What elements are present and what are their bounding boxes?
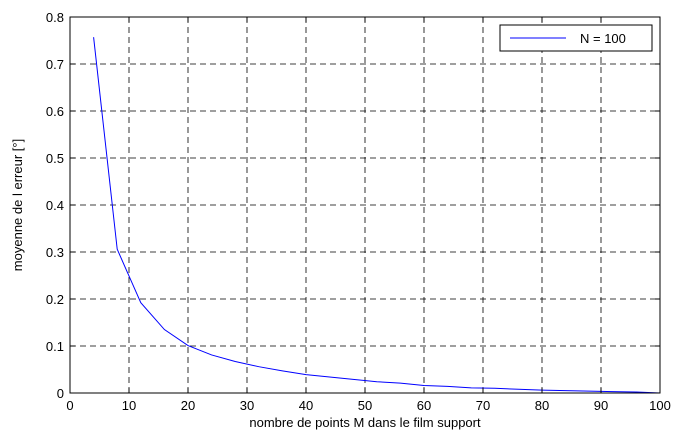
x-tick-label: 20: [181, 398, 195, 413]
y-tick-label: 0.6: [46, 104, 64, 119]
x-tick-labels: 0 10 20 30 40 50 60 70 80 90 100: [66, 398, 670, 413]
y-tick-label: 0.7: [46, 57, 64, 72]
x-tick-label: 50: [358, 398, 372, 413]
grid-lines: [70, 17, 660, 393]
y-tick-label: 0.1: [46, 339, 64, 354]
legend: N = 100: [499, 24, 653, 52]
x-tick-label: 80: [535, 398, 549, 413]
legend-label: N = 100: [580, 31, 626, 46]
y-tick-label: 0: [57, 386, 64, 401]
x-tick-label: 30: [240, 398, 254, 413]
x-tick-label: 60: [417, 398, 431, 413]
x-tick-label: 100: [649, 398, 671, 413]
x-axis-label: nombre de points M dans le film support: [249, 415, 481, 430]
y-tick-label: 0.5: [46, 151, 64, 166]
y-tick-labels: 0 0.1 0.2 0.3 0.4 0.5 0.6 0.7 0.8: [46, 10, 64, 401]
y-tick-label: 0.2: [46, 292, 64, 307]
x-tick-label: 70: [476, 398, 490, 413]
y-tick-label: 0.8: [46, 10, 64, 25]
y-axis-label: moyenne de l erreur [°]: [10, 139, 25, 271]
y-tick-label: 0.3: [46, 245, 64, 260]
y-tick-label: 0.4: [46, 198, 64, 213]
axis-ticks: [69, 16, 661, 394]
x-tick-label: 90: [594, 398, 608, 413]
x-tick-label: 0: [66, 398, 73, 413]
x-tick-label: 10: [122, 398, 136, 413]
x-tick-label: 40: [299, 398, 313, 413]
